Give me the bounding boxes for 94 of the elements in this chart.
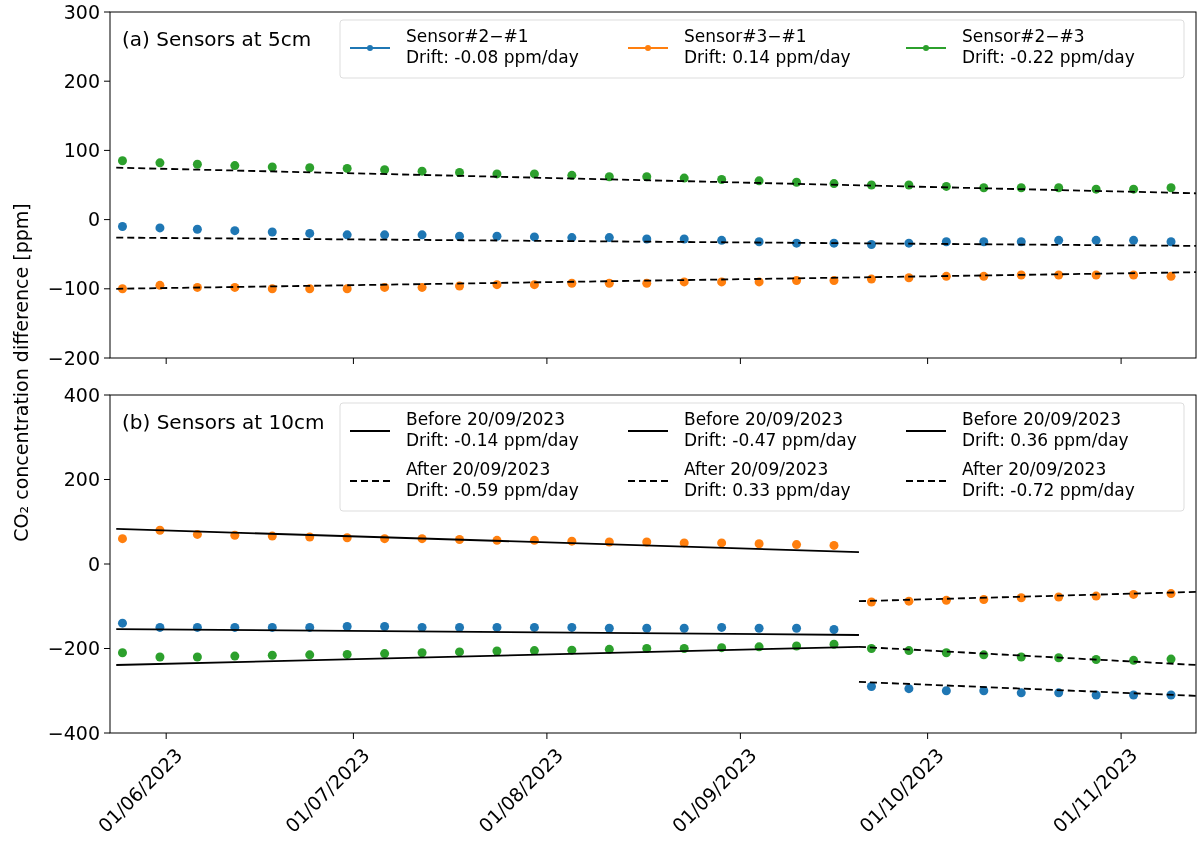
point	[117, 222, 127, 232]
point	[117, 648, 127, 658]
point	[529, 622, 539, 632]
point	[754, 623, 764, 633]
y-tick-label: 400	[63, 383, 100, 406]
point	[305, 650, 315, 660]
point	[155, 158, 165, 168]
text: (b) Sensors at 10cm	[122, 410, 325, 434]
point	[417, 622, 427, 632]
point	[792, 623, 802, 633]
y-tick-label: −100	[47, 277, 100, 300]
point	[230, 161, 240, 171]
point	[1166, 183, 1176, 193]
point	[155, 652, 165, 662]
point	[380, 649, 390, 659]
point	[267, 227, 277, 237]
point	[155, 223, 165, 233]
legend-label: Sensor#2−#1 Drift: -0.08 ppm/day	[406, 26, 579, 67]
point	[267, 650, 277, 660]
point	[342, 230, 352, 240]
point	[492, 622, 502, 632]
point	[342, 649, 352, 659]
y-tick-label: 100	[63, 139, 100, 162]
point	[567, 622, 577, 632]
point	[1129, 235, 1139, 245]
point	[455, 622, 465, 632]
point	[604, 278, 614, 288]
point	[305, 163, 315, 173]
y-tick-label: 0	[87, 552, 100, 575]
point	[417, 282, 427, 292]
point	[679, 623, 689, 633]
y-tick-label: 200	[63, 468, 100, 491]
point	[717, 622, 727, 632]
legend-label: Sensor#2−#3 Drift: -0.22 ppm/day	[962, 26, 1135, 67]
y-tick-label: −200	[47, 346, 100, 369]
point	[492, 231, 502, 241]
point	[904, 180, 914, 190]
legend-label: After 20/09/2023 Drift: -0.72 ppm/day	[962, 459, 1135, 500]
point	[829, 540, 839, 550]
point	[604, 172, 614, 182]
point	[1166, 271, 1176, 281]
point	[829, 624, 839, 634]
y-tick-label: 0	[87, 208, 100, 231]
point	[604, 233, 614, 243]
legend-label: After 20/09/2023 Drift: 0.33 ppm/day	[684, 459, 851, 500]
point	[342, 163, 352, 173]
point	[866, 682, 876, 692]
point	[1166, 237, 1176, 247]
point	[904, 684, 914, 694]
point	[642, 623, 652, 633]
legend-label: Sensor#3−#1 Drift: 0.14 ppm/day	[684, 26, 851, 67]
y-tick-label: −400	[47, 721, 100, 744]
point	[380, 165, 390, 175]
point	[1091, 235, 1101, 245]
point	[380, 622, 390, 632]
point	[380, 230, 390, 240]
point	[1166, 654, 1176, 664]
text: (a) Sensors at 5cm	[122, 27, 312, 51]
y-tick-label: −200	[47, 637, 100, 660]
point	[979, 271, 989, 281]
point	[717, 538, 727, 548]
point	[230, 226, 240, 236]
y-axis-title: CO₂ concentration difference [ppm]	[10, 203, 32, 542]
point	[192, 652, 202, 662]
point	[455, 647, 465, 657]
point	[529, 169, 539, 179]
point	[305, 228, 315, 238]
point	[117, 534, 127, 544]
point	[417, 230, 427, 240]
y-tick-label: 300	[63, 0, 100, 23]
point	[792, 540, 802, 550]
point	[117, 156, 127, 166]
legend-label: After 20/09/2023 Drift: -0.59 ppm/day	[406, 459, 579, 500]
point	[1054, 235, 1064, 245]
point	[792, 276, 802, 285]
point	[1129, 589, 1139, 599]
point	[117, 618, 127, 628]
legend-label: Before 20/09/2023 Drift: -0.14 ppm/day	[406, 409, 579, 450]
point	[1016, 688, 1026, 698]
point	[941, 686, 951, 696]
point	[492, 646, 502, 656]
point	[604, 623, 614, 633]
point	[192, 159, 202, 169]
point	[342, 284, 352, 294]
point	[192, 224, 202, 234]
legend-label: Before 20/09/2023 Drift: -0.47 ppm/day	[684, 409, 857, 450]
legend-label: Before 20/09/2023 Drift: 0.36 ppm/day	[962, 409, 1129, 450]
point	[717, 277, 727, 287]
point	[529, 232, 539, 242]
point	[754, 539, 764, 549]
point	[417, 166, 427, 176]
point	[417, 648, 427, 658]
point	[230, 651, 240, 661]
y-tick-label: 200	[63, 69, 100, 92]
